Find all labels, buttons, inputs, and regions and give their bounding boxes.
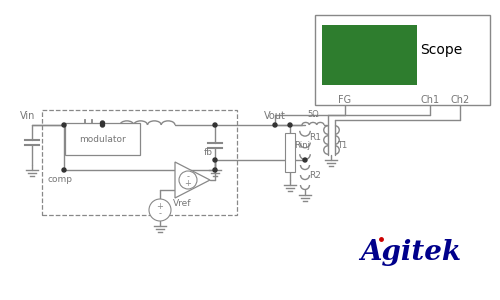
Text: Vref: Vref <box>173 199 192 208</box>
Text: T1: T1 <box>337 141 347 150</box>
Circle shape <box>273 123 277 127</box>
Circle shape <box>62 123 66 127</box>
Circle shape <box>179 171 197 189</box>
Text: -: - <box>158 209 162 218</box>
Bar <box>65 123 140 155</box>
Text: +: + <box>156 202 164 211</box>
Circle shape <box>100 121 104 125</box>
Text: Rinj: Rinj <box>294 140 310 149</box>
Circle shape <box>213 158 217 162</box>
Text: Agitek: Agitek <box>360 238 461 266</box>
Circle shape <box>149 199 171 221</box>
Text: fb: fb <box>204 148 213 157</box>
Text: Scope: Scope <box>420 43 462 57</box>
Circle shape <box>213 168 217 172</box>
Text: 5Ω: 5Ω <box>307 110 319 119</box>
Text: -: - <box>186 172 190 181</box>
Circle shape <box>62 168 66 172</box>
Text: comp: comp <box>47 176 72 184</box>
Bar <box>315 15 490 105</box>
Bar <box>42 110 237 215</box>
Text: Vin: Vin <box>20 111 36 121</box>
Circle shape <box>100 123 104 127</box>
Text: +: + <box>184 179 192 188</box>
Text: Ch2: Ch2 <box>450 95 469 105</box>
Bar <box>285 133 295 172</box>
Text: FG: FG <box>338 95 351 105</box>
Bar <box>322 25 417 85</box>
Circle shape <box>288 123 292 127</box>
Circle shape <box>213 123 217 127</box>
Text: R2: R2 <box>309 170 321 179</box>
Text: modulator: modulator <box>79 134 126 143</box>
Text: R1: R1 <box>309 133 321 142</box>
Polygon shape <box>175 162 210 198</box>
Circle shape <box>303 158 307 162</box>
Text: Ch1: Ch1 <box>420 95 440 105</box>
Text: Vout: Vout <box>264 111 286 121</box>
